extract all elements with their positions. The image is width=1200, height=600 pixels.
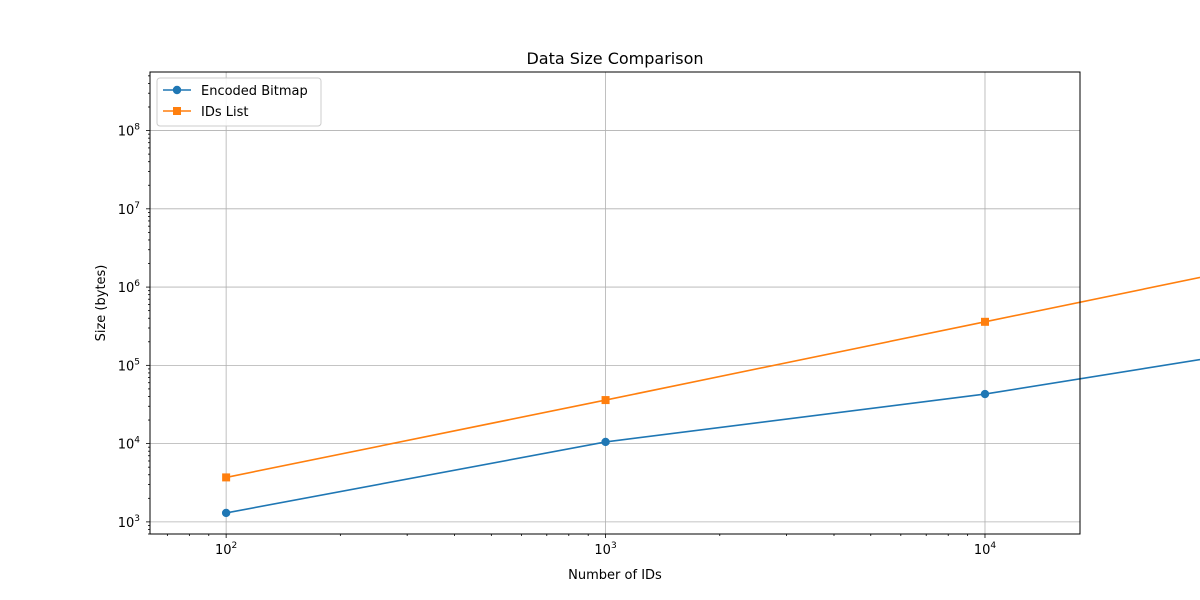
legend-marker bbox=[172, 85, 182, 95]
y-tick-label: 103 bbox=[118, 514, 140, 531]
y-tick-label: 107 bbox=[118, 201, 140, 218]
x-axis: 102103104105106107 bbox=[166, 534, 997, 558]
x-tick-label: 103 bbox=[594, 541, 616, 558]
data-point bbox=[221, 508, 231, 518]
chart-title: Data Size Comparison bbox=[526, 49, 703, 68]
legend-label: Encoded Bitmap bbox=[201, 84, 308, 99]
data-point bbox=[601, 396, 610, 405]
legend-item: IDs List bbox=[163, 105, 248, 120]
series-ids-list bbox=[222, 276, 1200, 482]
y-tick-label: 106 bbox=[118, 279, 141, 296]
y-axis: 103 104 105 106 107 108 bbox=[118, 75, 150, 535]
series-layer bbox=[221, 276, 1200, 518]
y-tick-label: 105 bbox=[118, 357, 140, 374]
x-tick-label: 104 bbox=[974, 541, 997, 558]
x-axis-label: Number of IDs bbox=[568, 568, 662, 583]
y-tick-label: 108 bbox=[118, 123, 141, 140]
series-line bbox=[225, 276, 1200, 479]
data-point bbox=[601, 437, 610, 447]
legend: Encoded Bitmap IDs List bbox=[156, 77, 322, 127]
x-tick-label: 102 bbox=[215, 541, 237, 558]
y-tick-label: 104 bbox=[118, 436, 141, 453]
data-point bbox=[980, 317, 989, 326]
series-line bbox=[225, 358, 1200, 514]
legend-marker bbox=[173, 107, 181, 115]
series-encoded-bitmap bbox=[221, 358, 1200, 518]
data-point bbox=[222, 473, 231, 482]
legend-item: Encoded Bitmap bbox=[163, 84, 308, 99]
grid bbox=[150, 72, 1080, 534]
legend-box bbox=[156, 77, 322, 127]
plot-frame bbox=[149, 71, 1081, 535]
data-point bbox=[980, 389, 990, 399]
y-axis-label: Size (bytes) bbox=[94, 265, 109, 342]
legend-label: IDs List bbox=[201, 105, 248, 120]
